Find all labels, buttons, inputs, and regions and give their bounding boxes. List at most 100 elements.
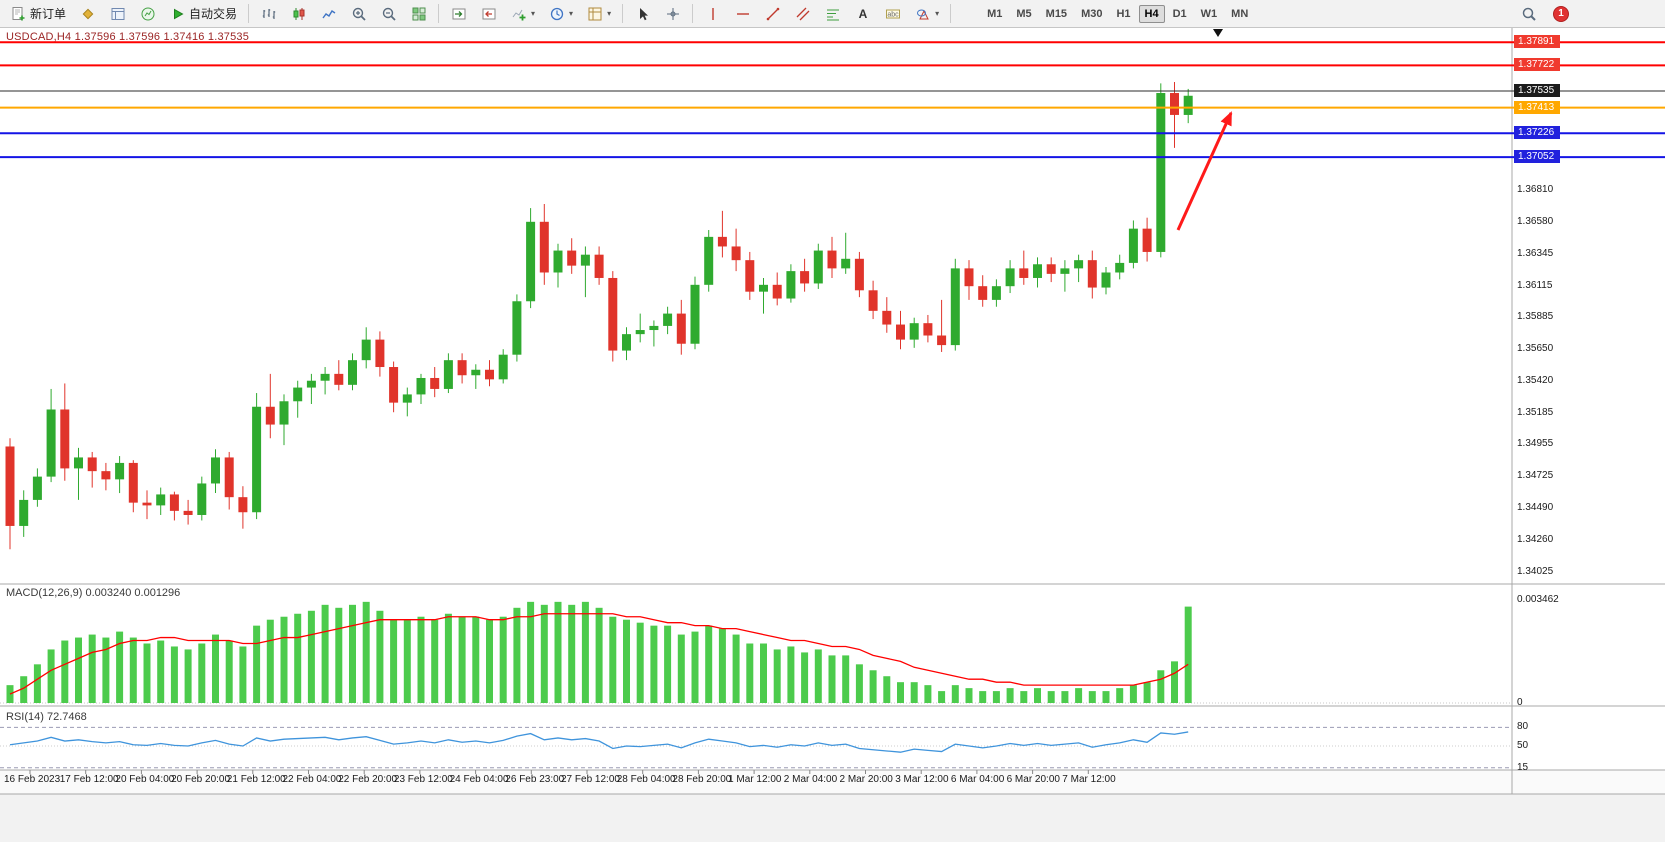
search-button[interactable] <box>1514 2 1543 25</box>
candle-body <box>348 360 357 385</box>
trend-arrow-annotation[interactable] <box>1176 111 1233 231</box>
timeframe-h4-button[interactable]: H4 <box>1138 4 1165 23</box>
timeframe-m15-button[interactable]: M15 <box>1045 7 1068 20</box>
candle-body <box>430 377 440 389</box>
auto-scroll-button[interactable] <box>444 2 473 25</box>
macd-histogram-bar <box>499 616 507 703</box>
macd-histogram-bar <box>335 607 343 703</box>
zoom-out-button[interactable] <box>374 2 403 25</box>
market-watch-button[interactable] <box>103 2 132 25</box>
notification-badge[interactable]: 1 <box>1553 5 1569 22</box>
candle-body <box>156 494 166 506</box>
timeframe-h1-button[interactable]: H1 <box>1116 7 1131 20</box>
candle-body <box>334 373 344 385</box>
macd-histogram-bar <box>157 640 165 703</box>
candle-body <box>731 246 741 261</box>
template-icon <box>586 5 603 22</box>
candle-body <box>1101 272 1111 288</box>
candle-body <box>211 457 220 484</box>
tile-windows-button[interactable] <box>404 2 433 25</box>
rsi-header: RSI(14) 72.7468 <box>6 711 87 723</box>
text-button[interactable]: A <box>848 2 877 25</box>
macd-histogram-bar <box>650 625 658 703</box>
line-chart-type-button[interactable] <box>314 2 343 25</box>
rsi-axis-tick: 15 <box>1517 761 1529 773</box>
candle-body <box>704 236 714 285</box>
channel-button[interactable] <box>788 2 817 25</box>
price-level-chip: 1.37052 <box>1514 150 1560 164</box>
candlestick-chart-type-button[interactable] <box>284 2 313 25</box>
candle-body <box>265 406 275 425</box>
candle-body <box>1005 268 1015 287</box>
macd-histogram-bar <box>746 643 754 703</box>
toolbar-separator <box>692 4 694 23</box>
time-axis-label: 16 Feb 2023 <box>4 774 61 785</box>
hline-icon <box>734 5 751 22</box>
macd-histogram-bar <box>554 601 562 703</box>
macd-histogram-bar <box>979 691 987 703</box>
macd-histogram-bar <box>431 619 439 703</box>
macd-histogram-bar <box>75 637 82 703</box>
zoom-in-button[interactable] <box>344 2 373 25</box>
macd-histogram-bar <box>691 631 699 703</box>
toolbar-separator <box>438 4 440 23</box>
timeframe-m1-button[interactable]: M1 <box>987 7 1003 20</box>
new-order-button[interactable]: 新订单 <box>4 2 72 25</box>
macd-histogram-bar <box>636 622 644 703</box>
macd-histogram-bar <box>1034 688 1041 703</box>
time-axis-label: 27 Feb 12:00 <box>561 774 620 785</box>
metaeditor-button[interactable] <box>73 2 102 25</box>
candle-body <box>663 313 673 326</box>
label-button[interactable]: abc <box>878 2 907 25</box>
candle-body <box>5 446 15 526</box>
time-axis-label: 28 Feb 20:00 <box>672 774 732 785</box>
trendline-button[interactable] <box>758 2 787 25</box>
macd-histogram-bar <box>143 643 151 703</box>
indicators-button[interactable]: ▾ <box>504 2 541 25</box>
autotrade-button[interactable]: 自动交易 <box>163 2 243 25</box>
chart-shift-button[interactable] <box>474 2 503 25</box>
candle-body <box>74 457 83 469</box>
timeframe-m30-button[interactable]: M30 <box>1081 7 1103 20</box>
cursor-button[interactable] <box>628 2 657 25</box>
timeframe-d1-button[interactable]: D1 <box>1172 7 1187 20</box>
horizontal-line-button[interactable] <box>728 2 757 25</box>
macd-histogram-bar <box>951 685 959 703</box>
candle-body <box>1142 228 1152 252</box>
periods-button[interactable]: ▾ <box>542 2 579 25</box>
price-axis-tick: 1.34490 <box>1517 502 1554 514</box>
candle-body <box>868 290 878 311</box>
candle-body <box>252 406 262 513</box>
candle-body <box>115 462 125 480</box>
macd-histogram-bar <box>88 634 96 703</box>
macd-histogram-bar <box>1171 661 1178 703</box>
candle-body <box>498 354 508 380</box>
macd-histogram-bar <box>444 613 452 703</box>
timeframe-group: M1 M5 M15 M30 H1 H4 D1 W1 MN <box>981 4 1254 23</box>
timeframe-mn-button[interactable]: MN <box>1231 7 1249 20</box>
macd-histogram-bar <box>362 601 370 703</box>
time-axis-label: 3 Mar 12:00 <box>895 774 949 785</box>
macd-histogram-bar <box>910 682 918 703</box>
templates-button[interactable]: ▾ <box>580 2 617 25</box>
candle-body <box>841 258 851 269</box>
crosshair-icon <box>664 5 681 22</box>
macd-histogram-bar <box>349 604 356 703</box>
macd-histogram-bar <box>623 619 630 703</box>
candles-icon <box>290 5 307 22</box>
vertical-line-button[interactable] <box>698 2 727 25</box>
fibonacci-button[interactable] <box>818 2 847 25</box>
data-window-button[interactable] <box>133 2 162 25</box>
candle-body <box>745 260 755 292</box>
shapes-button[interactable]: ▾ <box>908 2 945 25</box>
candle-body <box>923 323 933 336</box>
timeframe-w1-button[interactable]: W1 <box>1200 7 1218 20</box>
market-watch-icon <box>109 5 126 22</box>
timeframe-m5-button[interactable]: M5 <box>1016 7 1032 20</box>
macd-histogram-bar <box>883 676 891 703</box>
bar-chart-type-button[interactable] <box>254 2 283 25</box>
macd-histogram-bar <box>1184 606 1192 703</box>
sell-marker-triangle[interactable] <box>1213 29 1223 37</box>
crosshair-button[interactable] <box>658 2 687 25</box>
